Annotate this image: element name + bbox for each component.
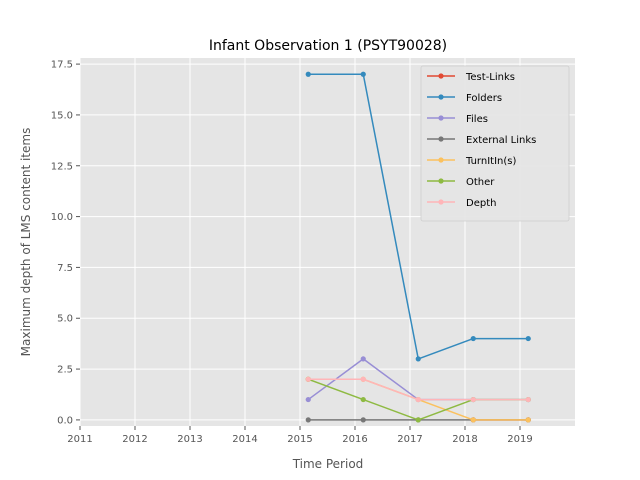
data-point bbox=[525, 335, 531, 342]
y-axis-title: Maximum depth of LMS content items bbox=[19, 128, 33, 357]
legend-label: Files bbox=[466, 114, 488, 125]
data-point bbox=[360, 376, 366, 382]
x-tick-label: 2016 bbox=[342, 434, 367, 445]
axis-ticks: 2011 2012 2013 2014 2015 2016 2017 2018 2019 0.0 2… bbox=[51, 60, 533, 445]
data-point bbox=[360, 356, 366, 362]
series-layer bbox=[305, 71, 531, 423]
data-point bbox=[305, 417, 311, 423]
y-tick-label: 7.5 bbox=[57, 263, 73, 274]
x-tick-label: 2015 bbox=[287, 434, 312, 445]
y-tick-label: 0.0 bbox=[57, 415, 73, 426]
series-folders bbox=[305, 71, 531, 362]
legend-item: Other bbox=[427, 177, 495, 188]
legend-label: Test-Links bbox=[465, 72, 515, 83]
data-point bbox=[470, 417, 476, 423]
y-tick-label: 10.0 bbox=[51, 212, 73, 223]
x-tick-label: 2014 bbox=[232, 434, 257, 445]
data-point bbox=[525, 396, 531, 403]
legend-item: Test-Links bbox=[427, 72, 515, 83]
data-point bbox=[470, 396, 476, 403]
chart-title: Infant Observation 1 (PSYT90028) bbox=[209, 38, 447, 54]
legend-marker bbox=[438, 73, 444, 79]
x-tick-label: 2011 bbox=[67, 434, 92, 445]
data-point bbox=[305, 71, 311, 77]
legend-item: External Links bbox=[427, 135, 536, 146]
legend-label: Folders bbox=[466, 93, 502, 104]
y-tick-label: 17.5 bbox=[51, 60, 73, 71]
data-point bbox=[415, 396, 421, 403]
data-point bbox=[415, 417, 421, 423]
legend-marker bbox=[438, 157, 444, 163]
y-tick-label: 2.5 bbox=[57, 365, 73, 376]
legend-label: Depth bbox=[466, 198, 496, 209]
data-point bbox=[305, 376, 311, 382]
x-tick-label: 2013 bbox=[177, 434, 202, 445]
legend-marker bbox=[438, 115, 444, 121]
legend-label: Other bbox=[466, 177, 495, 188]
x-tick-label: 2019 bbox=[507, 434, 532, 445]
legend-marker bbox=[438, 199, 444, 205]
legend-marker bbox=[438, 136, 444, 142]
legend-marker bbox=[438, 178, 444, 184]
legend-label: TurnItIn(s) bbox=[465, 156, 516, 167]
legend-box bbox=[420, 65, 570, 222]
data-point bbox=[470, 335, 476, 342]
legend-item: TurnItIn(s) bbox=[427, 156, 516, 167]
legend-marker bbox=[438, 94, 444, 100]
data-point bbox=[415, 356, 421, 362]
legend: Test-Links Folders Files External Links Turn… bbox=[420, 65, 570, 222]
data-point bbox=[305, 396, 311, 403]
x-tick-label: 2012 bbox=[122, 434, 147, 445]
legend-label: External Links bbox=[466, 135, 536, 146]
data-point bbox=[525, 417, 531, 423]
x-tick-label: 2017 bbox=[397, 434, 422, 445]
data-point bbox=[360, 396, 366, 403]
x-tick-label: 2018 bbox=[452, 434, 477, 445]
data-point bbox=[360, 71, 366, 77]
legend-item: Files bbox=[427, 114, 488, 125]
legend-item: Folders bbox=[427, 93, 502, 104]
legend-item: Depth bbox=[427, 198, 496, 209]
y-tick-label: 12.5 bbox=[51, 161, 73, 172]
y-tick-label: 15.0 bbox=[51, 110, 73, 121]
series-depth bbox=[305, 376, 531, 403]
x-axis-title: Time Period bbox=[292, 457, 364, 471]
data-point bbox=[360, 417, 366, 423]
y-tick-label: 5.0 bbox=[57, 314, 73, 325]
